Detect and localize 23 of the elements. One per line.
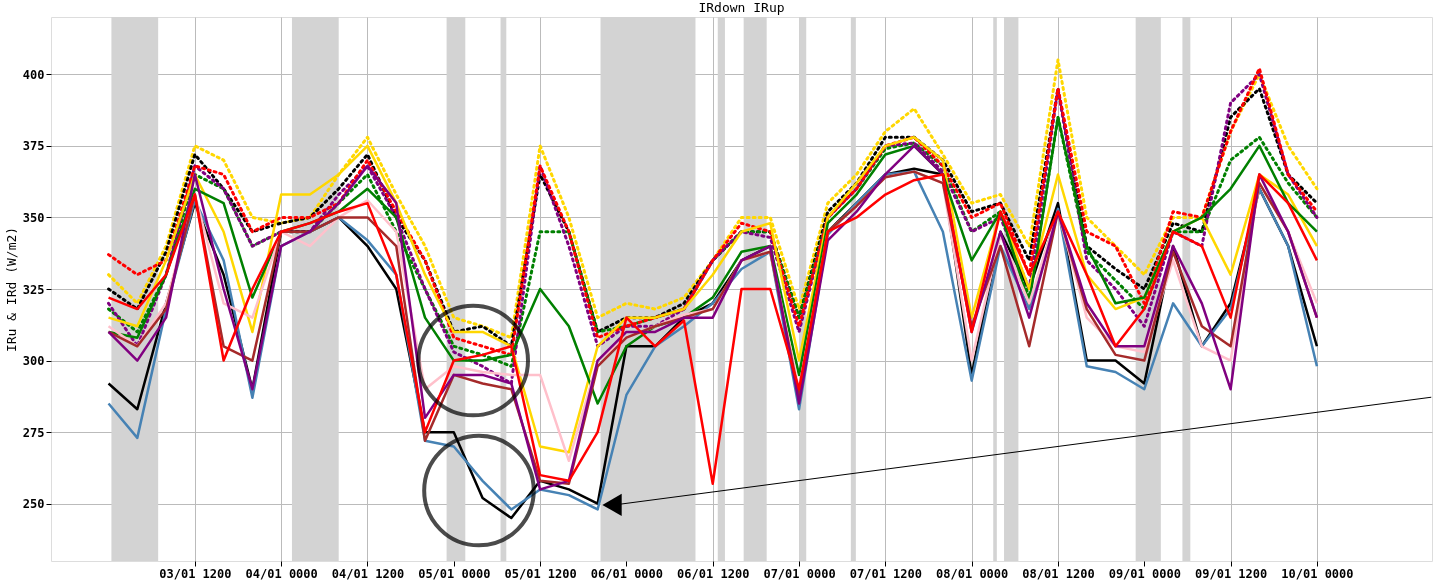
- x-tick-label: 06/01 0000: [590, 566, 664, 581]
- x-tick-label: 06/01 1200: [677, 566, 750, 581]
- y-tick-label: 275: [22, 425, 45, 440]
- x-tick-label: 04/01 1200: [331, 566, 405, 581]
- y-tick-label: 400: [22, 67, 45, 82]
- y-tick-label: 325: [22, 282, 45, 297]
- x-tick-label: 05/01 0000: [418, 566, 491, 581]
- x-tick-label: 08/01 0000: [936, 566, 1009, 581]
- x-tick-label: 10/01 0000: [1281, 566, 1354, 581]
- x-tick-label: 04/01 0000: [245, 566, 318, 581]
- y-tick-label: 300: [22, 354, 45, 369]
- y-tick-label: 250: [22, 497, 45, 512]
- x-tick-label: 07/01 0000: [763, 566, 836, 581]
- y-tick-label: 375: [22, 139, 45, 154]
- x-tick-label: 05/01 1200: [504, 566, 577, 581]
- x-tick-label: 09/01 1200: [1194, 566, 1268, 581]
- x-tick-label: 09/01 0000: [1108, 566, 1181, 581]
- y-tick-label: 350: [22, 210, 45, 225]
- x-tick-label: 03/01 1200: [159, 566, 232, 581]
- y-axis-title: IRu & IRd (W/m2): [3, 226, 19, 353]
- x-tick-label: 07/01 1200: [849, 566, 922, 581]
- chart-title: IRdown IRup: [698, 0, 785, 15]
- x-tick-label: 08/01 1200: [1022, 566, 1095, 581]
